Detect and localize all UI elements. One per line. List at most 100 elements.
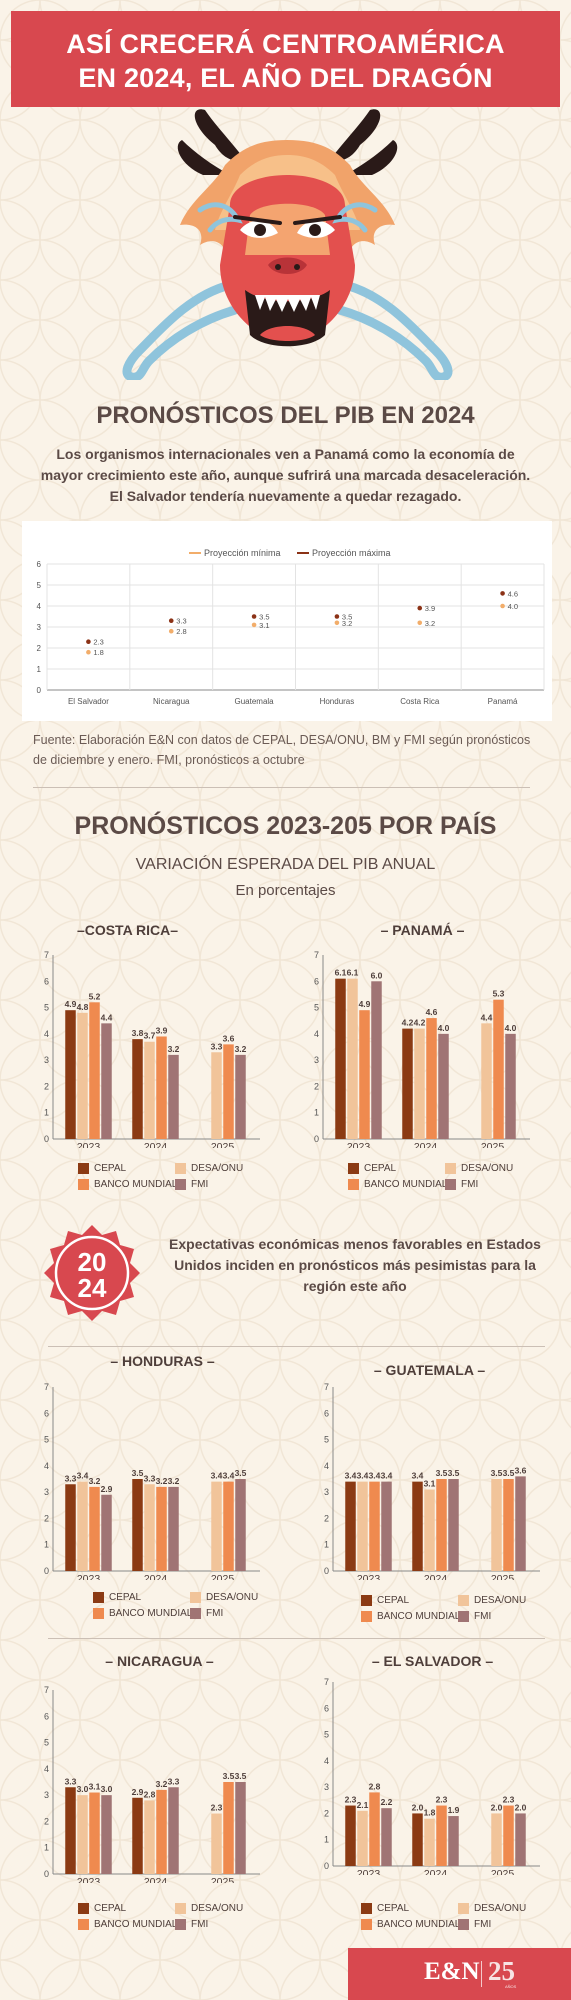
bar-fmi-2024	[168, 1486, 179, 1571]
data-label: 3.6	[223, 1033, 235, 1043]
y-tick-label: 1	[37, 665, 42, 674]
data-label: 3.1	[424, 1479, 436, 1489]
data-label: 2.1	[357, 1800, 369, 1810]
data-label: 3.4	[357, 1471, 369, 1481]
y-tick-label: 2	[44, 1816, 49, 1826]
data-label: 2.8	[144, 1789, 156, 1799]
y-tick-label: 5	[44, 1003, 49, 1013]
legend-item-banco-mundial: BANCO MUNDIAL	[348, 1179, 447, 1190]
x-tick-label: 2023	[77, 1573, 101, 1580]
bar-desa-onu-2025	[481, 1023, 492, 1139]
dragon-illustration	[122, 109, 453, 380]
data-label: 3.3	[65, 1473, 77, 1483]
y-tick-label: 1	[44, 1843, 49, 1853]
bar-desa-onu-2024	[144, 1041, 155, 1139]
data-label: 6.0	[371, 970, 383, 980]
legend-label: DESA/ONU	[474, 1903, 527, 1914]
bar-fmi-2024	[448, 1816, 459, 1866]
legend-label: DESA/ONU	[474, 1595, 527, 1606]
y-tick-label: 6	[44, 1711, 49, 1721]
data-label: 3.1	[259, 621, 269, 630]
data-label: 4.0	[508, 602, 518, 611]
data-label: 3.4	[77, 1471, 89, 1481]
x-tick-label: 2024	[414, 1141, 438, 1148]
data-point-proyecci-n-m-nima	[500, 603, 505, 609]
legend-label: BANCO MUNDIAL	[94, 1919, 178, 1930]
x-tick-label: 2025	[481, 1141, 505, 1148]
legend-swatch	[175, 1919, 186, 1930]
legend-item-banco-mundial: BANCO MUNDIAL	[78, 1179, 177, 1190]
y-tick-label: 1	[324, 1835, 329, 1845]
x-tick-label: 2023	[357, 1868, 381, 1875]
data-label: 2.2	[381, 1797, 393, 1807]
legend-label: CEPAL	[377, 1903, 410, 1914]
y-tick-label: 2	[314, 1081, 319, 1091]
bar-desa-onu-2025	[491, 1813, 502, 1866]
data-label: 3.2	[156, 1476, 168, 1486]
costa-rica-title: –COSTA RICA–	[76, 922, 179, 938]
anniversary-number: 25	[488, 1956, 515, 1986]
legend-swatch	[458, 1919, 469, 1930]
x-tick-label: El Salvador	[68, 697, 109, 706]
legend-swatch	[93, 1608, 104, 1619]
section2-unit: En porcentajes	[235, 882, 336, 899]
bar-banco-mundial-2023	[89, 1486, 100, 1571]
data-label: 3.4	[211, 1471, 223, 1481]
costa-rica-legend: CEPAL DESA/ONU BANCO MUNDIAL FMI	[78, 1163, 278, 1197]
bar-fmi-2024	[168, 1787, 179, 1874]
data-label: 4.8	[77, 1002, 89, 1012]
bar-desa-onu-2025	[211, 1052, 222, 1139]
bar-cepal-2024	[132, 1797, 143, 1874]
y-tick-label: 3	[324, 1487, 329, 1497]
legend-label: CEPAL	[377, 1595, 410, 1606]
data-label: 3.5	[235, 1468, 247, 1478]
data-label: 4.0	[505, 1023, 517, 1033]
y-tick-label: 5	[314, 1003, 319, 1013]
data-point-proyecci-n-m-nima	[168, 628, 174, 634]
legend-label: Proyección mínima	[204, 548, 281, 558]
bar-fmi-2025	[235, 1782, 246, 1874]
legend-swatch	[175, 1163, 186, 1174]
legend-item-desa-onu: DESA/ONU	[445, 1163, 513, 1174]
y-tick-label: 1	[44, 1108, 49, 1118]
data-label: 1.9	[448, 1805, 460, 1815]
data-label: 3.6	[515, 1465, 527, 1475]
y-tick-label: 6	[324, 1408, 329, 1418]
bar-fmi-2023	[101, 1494, 112, 1571]
data-point-proyecci-n-m-xima	[86, 639, 91, 644]
x-tick-label: 2025	[491, 1573, 515, 1580]
y-tick-label: 0	[324, 1861, 329, 1871]
legend-label: CEPAL	[364, 1163, 397, 1174]
data-label: 2.8	[369, 1781, 381, 1791]
divider	[48, 1346, 545, 1347]
x-tick-label: 2024	[144, 1573, 168, 1580]
data-point-proyecci-n-m-nima	[86, 649, 91, 655]
bar-banco-mundial-2023	[89, 1002, 100, 1139]
y-tick-label: 2	[324, 1513, 329, 1523]
data-label: 4.4	[101, 1012, 113, 1022]
legend-label: CEPAL	[94, 1163, 127, 1174]
legend-label: Proyección máxima	[312, 548, 391, 558]
bar-banco-mundial-2023	[369, 1481, 380, 1571]
legend-item-banco-mundial: BANCO MUNDIAL	[361, 1919, 460, 1930]
legend-item-desa-onu: DESA/ONU	[190, 1592, 258, 1603]
y-tick-label: 1	[314, 1108, 319, 1118]
data-label: 3.5	[491, 1468, 503, 1478]
bar-desa-onu-2023	[357, 1810, 368, 1866]
data-label: 3.5	[448, 1468, 460, 1478]
data-label: 3.8	[132, 1028, 144, 1038]
bar-fmi-2023	[381, 1481, 392, 1571]
legend-label: FMI	[461, 1179, 479, 1190]
legend-label: DESA/ONU	[191, 1163, 244, 1174]
anniversary-label: AÑOS	[505, 1984, 517, 1989]
guatemala-legend: CEPAL DESA/ONU BANCO MUNDIAL FMI	[361, 1595, 561, 1629]
y-tick-label: 3	[44, 1487, 49, 1497]
y-tick-label: 2	[44, 1081, 49, 1091]
year-2024-badge-icon: 20 24	[44, 1225, 140, 1321]
el-salvador-chart: 012345672.32.12.82.220232.01.82.31.92024…	[324, 1677, 540, 1875]
data-label: 2.3	[93, 638, 103, 647]
y-tick-label: 0	[44, 1869, 49, 1879]
data-label: 3.9	[425, 604, 435, 613]
y-tick-label: 7	[314, 950, 319, 960]
data-point-proyecci-n-m-nima	[251, 622, 257, 628]
